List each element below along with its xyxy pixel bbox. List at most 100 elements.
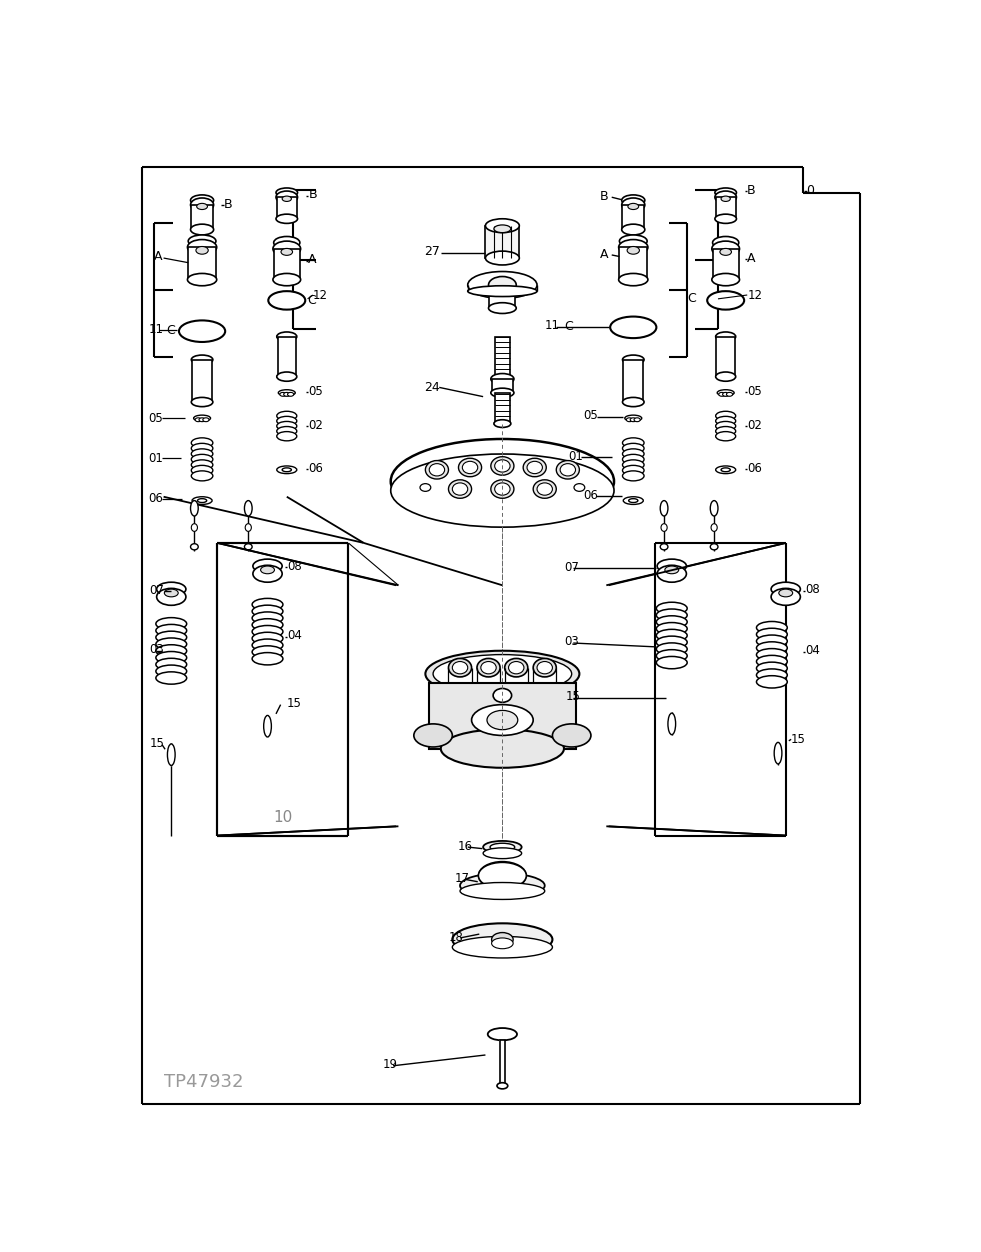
Bar (712, 249, 739, 279)
Ellipse shape (187, 273, 217, 285)
Text: 15: 15 (565, 690, 581, 704)
Ellipse shape (756, 649, 788, 661)
Ellipse shape (273, 242, 300, 257)
Ellipse shape (179, 321, 226, 342)
Ellipse shape (717, 389, 734, 396)
Text: 07: 07 (564, 561, 579, 575)
Ellipse shape (623, 449, 645, 458)
Bar (619, 247, 647, 279)
Bar (192, 359, 212, 402)
Ellipse shape (483, 841, 522, 854)
Text: B: B (600, 190, 608, 203)
Ellipse shape (623, 471, 645, 481)
Ellipse shape (283, 468, 291, 472)
Ellipse shape (490, 480, 514, 498)
Ellipse shape (448, 659, 472, 677)
Ellipse shape (623, 438, 645, 448)
Ellipse shape (252, 598, 283, 611)
Ellipse shape (264, 715, 272, 737)
Ellipse shape (508, 661, 524, 674)
Ellipse shape (628, 203, 639, 209)
Ellipse shape (630, 418, 637, 422)
Ellipse shape (452, 936, 552, 958)
Ellipse shape (468, 285, 537, 297)
Text: 24: 24 (424, 381, 439, 394)
Ellipse shape (191, 449, 213, 458)
Text: 01: 01 (568, 451, 583, 463)
Ellipse shape (534, 659, 556, 677)
Ellipse shape (277, 432, 297, 441)
Ellipse shape (277, 332, 297, 342)
Text: 04: 04 (805, 645, 820, 657)
Ellipse shape (756, 655, 788, 667)
Ellipse shape (277, 372, 297, 382)
Ellipse shape (433, 655, 572, 694)
Ellipse shape (622, 195, 645, 205)
Ellipse shape (756, 642, 788, 654)
Ellipse shape (756, 662, 788, 675)
Ellipse shape (716, 332, 736, 342)
Ellipse shape (619, 273, 647, 285)
Ellipse shape (196, 203, 207, 209)
Text: A: A (308, 253, 317, 267)
Ellipse shape (281, 248, 292, 255)
Ellipse shape (756, 621, 788, 634)
Ellipse shape (191, 471, 213, 481)
Ellipse shape (245, 523, 251, 531)
Ellipse shape (619, 239, 647, 255)
Text: 18: 18 (448, 930, 463, 944)
Ellipse shape (287, 392, 293, 396)
Ellipse shape (157, 588, 186, 605)
Text: C: C (688, 292, 697, 304)
Ellipse shape (277, 411, 297, 421)
Ellipse shape (710, 501, 718, 516)
Ellipse shape (665, 566, 679, 573)
Ellipse shape (479, 861, 526, 889)
Text: 06: 06 (148, 492, 163, 505)
Ellipse shape (191, 356, 213, 364)
Ellipse shape (716, 372, 736, 382)
Text: 0: 0 (806, 184, 814, 197)
Text: 12: 12 (748, 288, 762, 302)
Ellipse shape (623, 459, 645, 470)
Bar (490, 294, 515, 308)
Text: 06: 06 (584, 488, 598, 502)
Ellipse shape (657, 565, 687, 582)
Ellipse shape (190, 543, 198, 550)
Ellipse shape (712, 237, 739, 249)
Text: 03: 03 (150, 642, 165, 656)
Ellipse shape (156, 617, 186, 630)
Ellipse shape (268, 292, 305, 309)
Ellipse shape (481, 661, 496, 674)
Ellipse shape (537, 483, 552, 496)
Ellipse shape (723, 392, 729, 396)
Bar (486, 225, 519, 258)
Bar (716, 337, 735, 377)
Ellipse shape (420, 483, 431, 491)
Ellipse shape (707, 292, 745, 309)
Ellipse shape (277, 422, 297, 431)
Ellipse shape (625, 416, 642, 421)
Ellipse shape (656, 602, 687, 615)
Ellipse shape (556, 461, 580, 480)
Ellipse shape (280, 392, 286, 396)
Ellipse shape (493, 419, 511, 427)
Ellipse shape (626, 418, 633, 422)
Ellipse shape (156, 659, 186, 671)
Ellipse shape (656, 656, 687, 669)
Ellipse shape (253, 565, 283, 582)
Ellipse shape (494, 459, 510, 472)
Ellipse shape (527, 461, 542, 473)
Ellipse shape (252, 612, 283, 625)
Ellipse shape (426, 651, 580, 697)
Text: TP47932: TP47932 (164, 1073, 243, 1090)
Ellipse shape (623, 454, 645, 464)
Text: 02: 02 (748, 419, 762, 432)
Ellipse shape (277, 427, 297, 436)
Text: 19: 19 (383, 1058, 398, 1072)
Ellipse shape (283, 197, 291, 202)
Text: 05: 05 (148, 412, 163, 424)
Bar (188, 247, 216, 279)
Ellipse shape (468, 272, 537, 298)
Ellipse shape (252, 618, 283, 631)
